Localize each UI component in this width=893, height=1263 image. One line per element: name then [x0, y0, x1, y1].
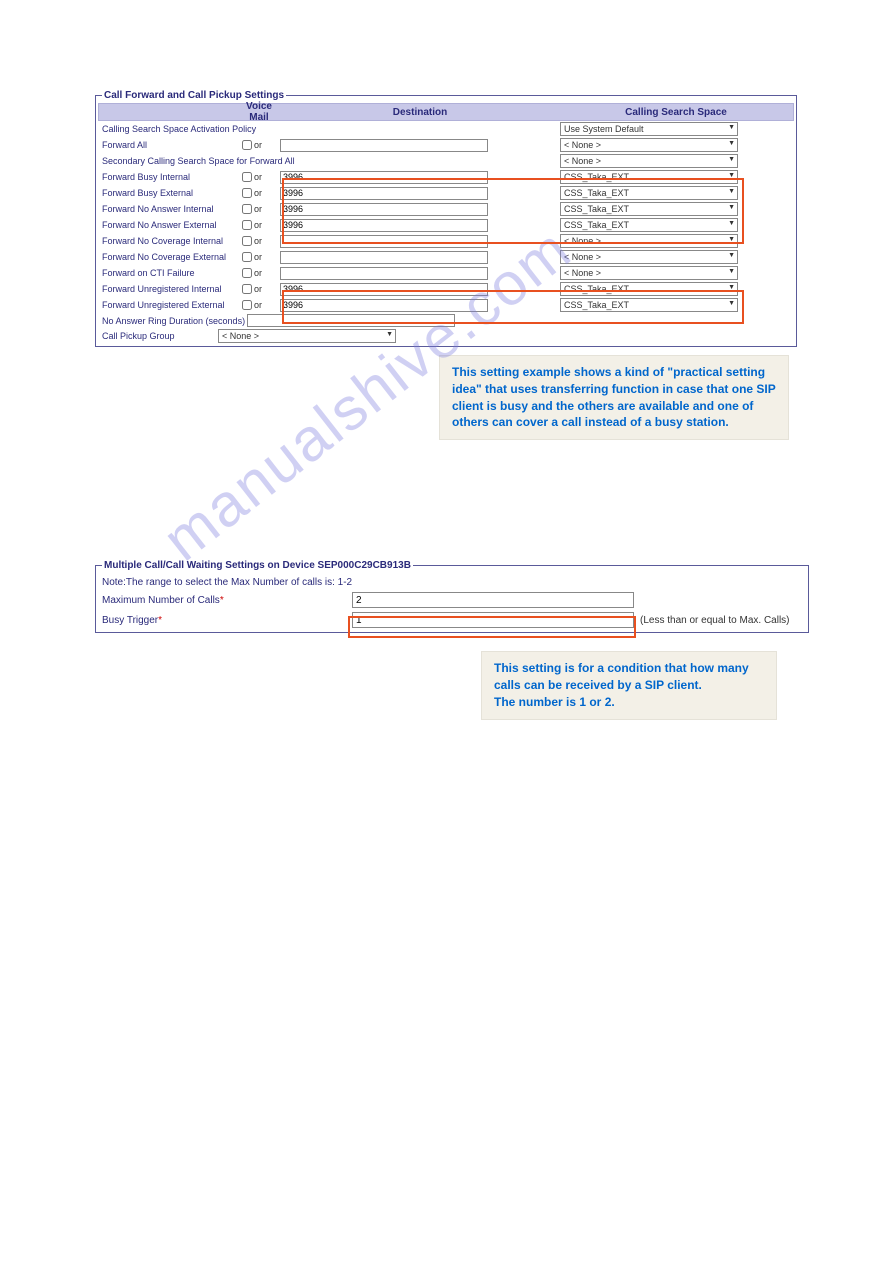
forward-row: Forward Unregistered External or CSS_Taka_…	[98, 297, 794, 313]
forward-row: Forward Busy Internal or CSS_Taka_EXT	[98, 169, 794, 185]
multiple-call-legend: Multiple Call/Call Waiting Settings on D…	[102, 560, 413, 571]
forward-row: Forward on CTI Failure or < None >	[98, 265, 794, 281]
required-asterisk: *	[220, 595, 224, 606]
css-select[interactable]: < None >	[560, 266, 738, 280]
pickup-group-select[interactable]: < None >	[218, 329, 396, 343]
info-box-2: This setting is for a condition that how…	[481, 651, 777, 719]
or-text: or	[254, 284, 262, 294]
css-select[interactable]: CSS_Taka_EXT	[560, 298, 738, 312]
max-calls-row: Maximum Number of Calls*	[98, 590, 806, 610]
or-text: or	[254, 220, 262, 230]
css-select[interactable]: < None >	[560, 250, 738, 264]
forward-row: Forward No Coverage Internal or < None >	[98, 233, 794, 249]
destination-input[interactable]	[280, 283, 488, 296]
destination-input[interactable]	[280, 219, 488, 232]
header-blank	[99, 110, 237, 114]
forward-row-label: Forward Busy External	[98, 188, 236, 198]
busy-trigger-row: Busy Trigger* (Less than or equal to Max…	[98, 610, 806, 630]
no-answer-duration-label: No Answer Ring Duration (seconds)	[98, 316, 247, 326]
vm-checkbox[interactable]	[242, 172, 252, 182]
css-select[interactable]: CSS_Taka_EXT	[560, 218, 738, 232]
vm-checkbox[interactable]	[242, 220, 252, 230]
forward-row-label: Forward Unregistered Internal	[98, 284, 236, 294]
secondary-css-row: Secondary Calling Search Space for Forwa…	[98, 153, 794, 169]
header-voicemail: Voice Mail	[237, 99, 281, 125]
css-select[interactable]: < None >	[560, 234, 738, 248]
or-text: or	[254, 204, 262, 214]
multiple-call-fieldset: Multiple Call/Call Waiting Settings on D…	[95, 560, 809, 633]
destination-input[interactable]	[280, 299, 488, 312]
or-text: or	[254, 268, 262, 278]
forward-all-dest-input[interactable]	[280, 139, 488, 152]
css-select[interactable]: CSS_Taka_EXT	[560, 170, 738, 184]
forward-row: Forward Unregistered Internal or CSS_Taka_…	[98, 281, 794, 297]
no-answer-duration-row: No Answer Ring Duration (seconds)	[98, 313, 794, 328]
forward-row-label: Forward on CTI Failure	[98, 268, 236, 278]
forward-row-label: Forward Unregistered External	[98, 300, 236, 310]
activation-policy-label: Calling Search Space Activation Policy	[98, 124, 560, 134]
forward-row-label: Forward No Coverage Internal	[98, 236, 236, 246]
css-select[interactable]: CSS_Taka_EXT	[560, 282, 738, 296]
table-header-row: Voice Mail Destination Calling Search Sp…	[98, 103, 794, 121]
vm-checkbox[interactable]	[242, 188, 252, 198]
header-css: Calling Search Space	[559, 105, 793, 120]
vm-checkbox[interactable]	[242, 236, 252, 246]
call-forward-fieldset: Call Forward and Call Pickup Settings Vo…	[95, 90, 797, 347]
max-calls-label: Maximum Number of Calls	[102, 595, 220, 606]
destination-input[interactable]	[280, 203, 488, 216]
vm-checkbox[interactable]	[242, 300, 252, 310]
forward-all-row: Forward All or < None >	[98, 137, 794, 153]
vm-checkbox[interactable]	[242, 284, 252, 294]
forward-all-css-select[interactable]: < None >	[560, 138, 738, 152]
destination-input[interactable]	[280, 187, 488, 200]
forward-row: Forward No Coverage External or < None >	[98, 249, 794, 265]
destination-input[interactable]	[280, 171, 488, 184]
or-text: or	[254, 140, 262, 150]
destination-input[interactable]	[280, 267, 488, 280]
vm-checkbox[interactable]	[242, 252, 252, 262]
forward-row: Forward No Answer Internal or CSS_Taka_EXT	[98, 201, 794, 217]
css-select[interactable]: CSS_Taka_EXT	[560, 186, 738, 200]
or-text: or	[254, 188, 262, 198]
info-box-1: This setting example shows a kind of "pr…	[439, 355, 789, 440]
secondary-css-select[interactable]: < None >	[560, 154, 738, 168]
busy-trigger-input[interactable]	[352, 612, 634, 628]
forward-all-label: Forward All	[98, 140, 236, 150]
vm-checkbox[interactable]	[242, 268, 252, 278]
busy-trigger-label: Busy Trigger	[102, 615, 158, 626]
max-calls-input[interactable]	[352, 592, 634, 608]
activation-policy-row: Calling Search Space Activation Policy U…	[98, 121, 794, 137]
destination-input[interactable]	[280, 251, 488, 264]
header-destination: Destination	[281, 105, 559, 120]
destination-input[interactable]	[280, 235, 488, 248]
css-select[interactable]: CSS_Taka_EXT	[560, 202, 738, 216]
forward-row-label: Forward No Answer Internal	[98, 204, 236, 214]
forward-row: Forward Busy External or CSS_Taka_EXT	[98, 185, 794, 201]
forward-row: Forward No Answer External or CSS_Taka_EXT	[98, 217, 794, 233]
pickup-group-row: Call Pickup Group < None >	[98, 328, 794, 344]
forward-row-label: Forward Busy Internal	[98, 172, 236, 182]
activation-policy-select[interactable]: Use System Default	[560, 122, 738, 136]
or-text: or	[254, 236, 262, 246]
secondary-css-label: Secondary Calling Search Space for Forwa…	[98, 156, 560, 166]
busy-trigger-hint: (Less than or equal to Max. Calls)	[640, 615, 790, 626]
no-answer-duration-input[interactable]	[247, 314, 455, 327]
or-text: or	[254, 172, 262, 182]
note-text: Note:The range to select the Max Number …	[98, 573, 806, 590]
forward-row-label: Forward No Answer External	[98, 220, 236, 230]
or-text: or	[254, 300, 262, 310]
forward-all-vm-checkbox[interactable]	[242, 140, 252, 150]
pickup-group-label: Call Pickup Group	[98, 331, 218, 341]
required-asterisk-2: *	[158, 615, 162, 626]
forward-row-label: Forward No Coverage External	[98, 252, 236, 262]
or-text: or	[254, 252, 262, 262]
vm-checkbox[interactable]	[242, 204, 252, 214]
